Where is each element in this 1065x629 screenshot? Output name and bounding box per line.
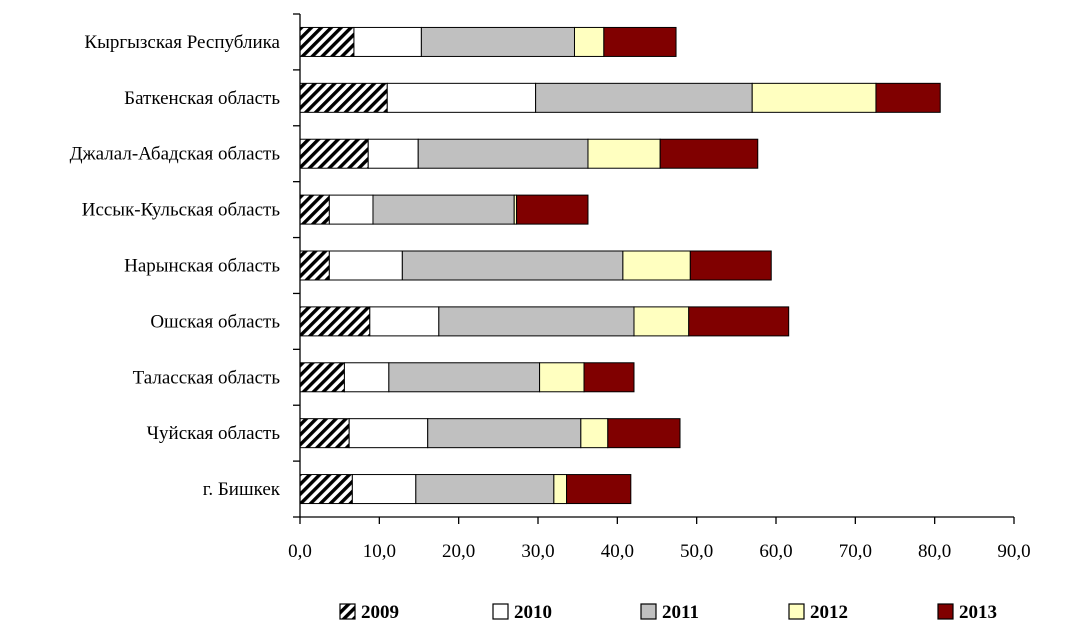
bar-segment-2010 — [386, 82, 537, 113]
bar-segment-2010 — [353, 26, 422, 57]
x-tick-label: 10,0 — [363, 541, 396, 562]
bar-segment-2010 — [367, 138, 419, 169]
bar-segment-2011 — [427, 418, 582, 449]
bar-segment-2009 — [299, 26, 355, 57]
bar-segment-2010 — [343, 362, 390, 393]
legend-label: 2011 — [662, 602, 699, 623]
plot-area: Кыргызская Республика Баткенская область Д… — [70, 13, 1031, 562]
legend-swatch — [640, 603, 657, 620]
legend-label: 2013 — [959, 602, 997, 623]
bar-segment-2012 — [622, 250, 691, 281]
category-label: Иссык-Кульская область — [82, 200, 281, 221]
x-tick-label: 40,0 — [601, 541, 634, 562]
bar-segment-2009 — [299, 362, 345, 393]
bar-segment-2011 — [535, 82, 753, 113]
bar-segment-2013 — [583, 362, 635, 393]
bar-segment-2011 — [415, 474, 555, 505]
bar-segment-2010 — [328, 194, 374, 225]
x-tick-label: 50,0 — [680, 541, 713, 562]
legend-label: 2010 — [514, 602, 552, 623]
legend-swatch — [492, 603, 509, 620]
bar-segment-2012 — [539, 362, 585, 393]
bar-segment-2010 — [369, 306, 440, 337]
x-tick-label: 20,0 — [442, 541, 475, 562]
bar-group — [299, 250, 772, 281]
bar-group — [299, 138, 759, 169]
x-tick-label: 30,0 — [521, 541, 554, 562]
x-tick-label: 0,0 — [288, 541, 312, 562]
legend-swatch — [937, 603, 954, 620]
bar-segment-2009 — [299, 418, 350, 449]
bar-segment-2010 — [351, 474, 417, 505]
bar-segment-2012 — [587, 138, 661, 169]
bar-group — [299, 362, 635, 393]
bar-segment-2009 — [299, 82, 388, 113]
bar-segment-2012 — [633, 306, 690, 337]
bar-segment-2011 — [438, 306, 635, 337]
x-tick-label: 90,0 — [997, 541, 1030, 562]
bar-segment-2009 — [299, 194, 330, 225]
category-label: Кыргызская Республика — [84, 32, 280, 53]
bar-segment-2012 — [751, 82, 877, 113]
bar-segment-2013 — [566, 474, 632, 505]
legend-item-2010: 2010 — [492, 602, 552, 623]
bar-segment-2011 — [420, 26, 575, 57]
legend-item-2011: 2011 — [640, 602, 699, 623]
bar-group — [299, 194, 589, 225]
legend: 2009 2010 2011 2012 2013 — [339, 602, 997, 623]
bar-segment-2010 — [328, 250, 403, 281]
bar-group — [299, 82, 941, 113]
bar-segment-2009 — [299, 306, 371, 337]
bar-segment-2012 — [573, 26, 605, 57]
category-label: Баткенская область — [124, 88, 280, 109]
legend-label: 2012 — [810, 602, 848, 623]
category-label: Таласская область — [133, 367, 281, 388]
bar-group — [299, 418, 681, 449]
bar-group — [299, 474, 632, 505]
bar-segment-2013 — [875, 82, 941, 113]
category-label: Нарынская область — [124, 256, 280, 277]
bar-segment-2011 — [372, 194, 515, 225]
legend-item-2012: 2012 — [788, 602, 848, 623]
bar-segment-2013 — [688, 306, 790, 337]
bar-segment-2013 — [516, 194, 589, 225]
bar-segment-2013 — [689, 250, 772, 281]
legend-label: 2009 — [361, 602, 399, 623]
legend-item-2009: 2009 — [339, 602, 399, 623]
bar-group — [299, 26, 677, 57]
bar-segment-2011 — [388, 362, 541, 393]
bar-segment-2011 — [417, 138, 589, 169]
category-label: г. Бишкек — [203, 479, 281, 500]
category-label: Чуйская область — [147, 423, 281, 444]
bar-segment-2013 — [603, 26, 677, 57]
bar-segment-2012 — [580, 418, 609, 449]
x-tick-label: 80,0 — [918, 541, 951, 562]
category-label: Ошская область — [150, 311, 280, 332]
bar-segment-2011 — [401, 250, 624, 281]
bar-segment-2012 — [553, 474, 568, 505]
legend-item-2013: 2013 — [937, 602, 997, 623]
bar-segment-2009 — [299, 474, 353, 505]
legend-swatch — [339, 603, 356, 620]
legend-swatch — [788, 603, 805, 620]
bar-segment-2009 — [299, 250, 330, 281]
category-label: Джалал-Абадская область — [70, 144, 281, 165]
bar-segment-2013 — [659, 138, 759, 169]
x-tick-label: 70,0 — [839, 541, 872, 562]
x-tick-label: 60,0 — [759, 541, 792, 562]
bar-segment-2013 — [607, 418, 681, 449]
bar-segment-2009 — [299, 138, 369, 169]
bar-group — [299, 306, 790, 337]
bar-segment-2010 — [348, 418, 429, 449]
